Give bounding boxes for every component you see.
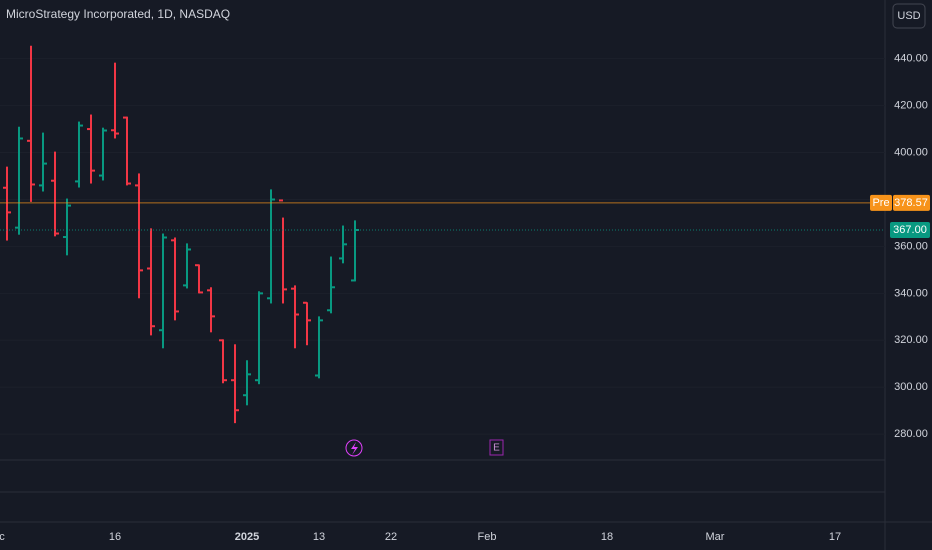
y-tick-label: 340.00: [894, 287, 928, 299]
y-tick-label: 360.00: [894, 240, 928, 252]
premarket-tag-label: Pre: [872, 197, 889, 209]
x-tick-label: Mar: [706, 531, 725, 543]
earnings-box[interactable]: [489, 439, 504, 456]
y-tick-label: 300.00: [894, 381, 928, 393]
x-tick-label: 17: [829, 531, 841, 543]
x-tick-label: 2025: [235, 531, 259, 543]
last-price-tag: [890, 222, 930, 238]
icon-bolt: [351, 442, 358, 455]
last-price-label: 367.00: [893, 224, 927, 236]
chart-title: MicroStrategy Incorporated, 1D, NASDAQ: [6, 7, 230, 21]
y-tick-label: 280.00: [894, 428, 928, 440]
icon-circle: [345, 439, 363, 457]
premarket-price-label: 378.57: [894, 197, 928, 209]
currency-button[interactable]: [892, 3, 926, 29]
premarket-tag: [870, 194, 892, 211]
earnings-label[interactable]: E: [493, 443, 500, 454]
y-tick-label: 420.00: [894, 100, 928, 112]
x-tick-label: Dec: [0, 531, 5, 543]
x-tick-label: Feb: [478, 531, 497, 543]
y-tick-label: 440.00: [894, 53, 928, 65]
x-tick-label: 22: [385, 531, 397, 543]
x-tick-label: 18: [601, 531, 613, 543]
y-tick-label: 320.00: [894, 334, 928, 346]
x-tick-label: 13: [313, 531, 325, 543]
currency-label[interactable]: USD: [897, 10, 920, 22]
x-tick-label: 16: [109, 531, 121, 543]
lightning-icon[interactable]: [345, 439, 363, 457]
y-tick-label: 400.00: [894, 146, 928, 158]
premarket-price-tag: [893, 194, 930, 211]
